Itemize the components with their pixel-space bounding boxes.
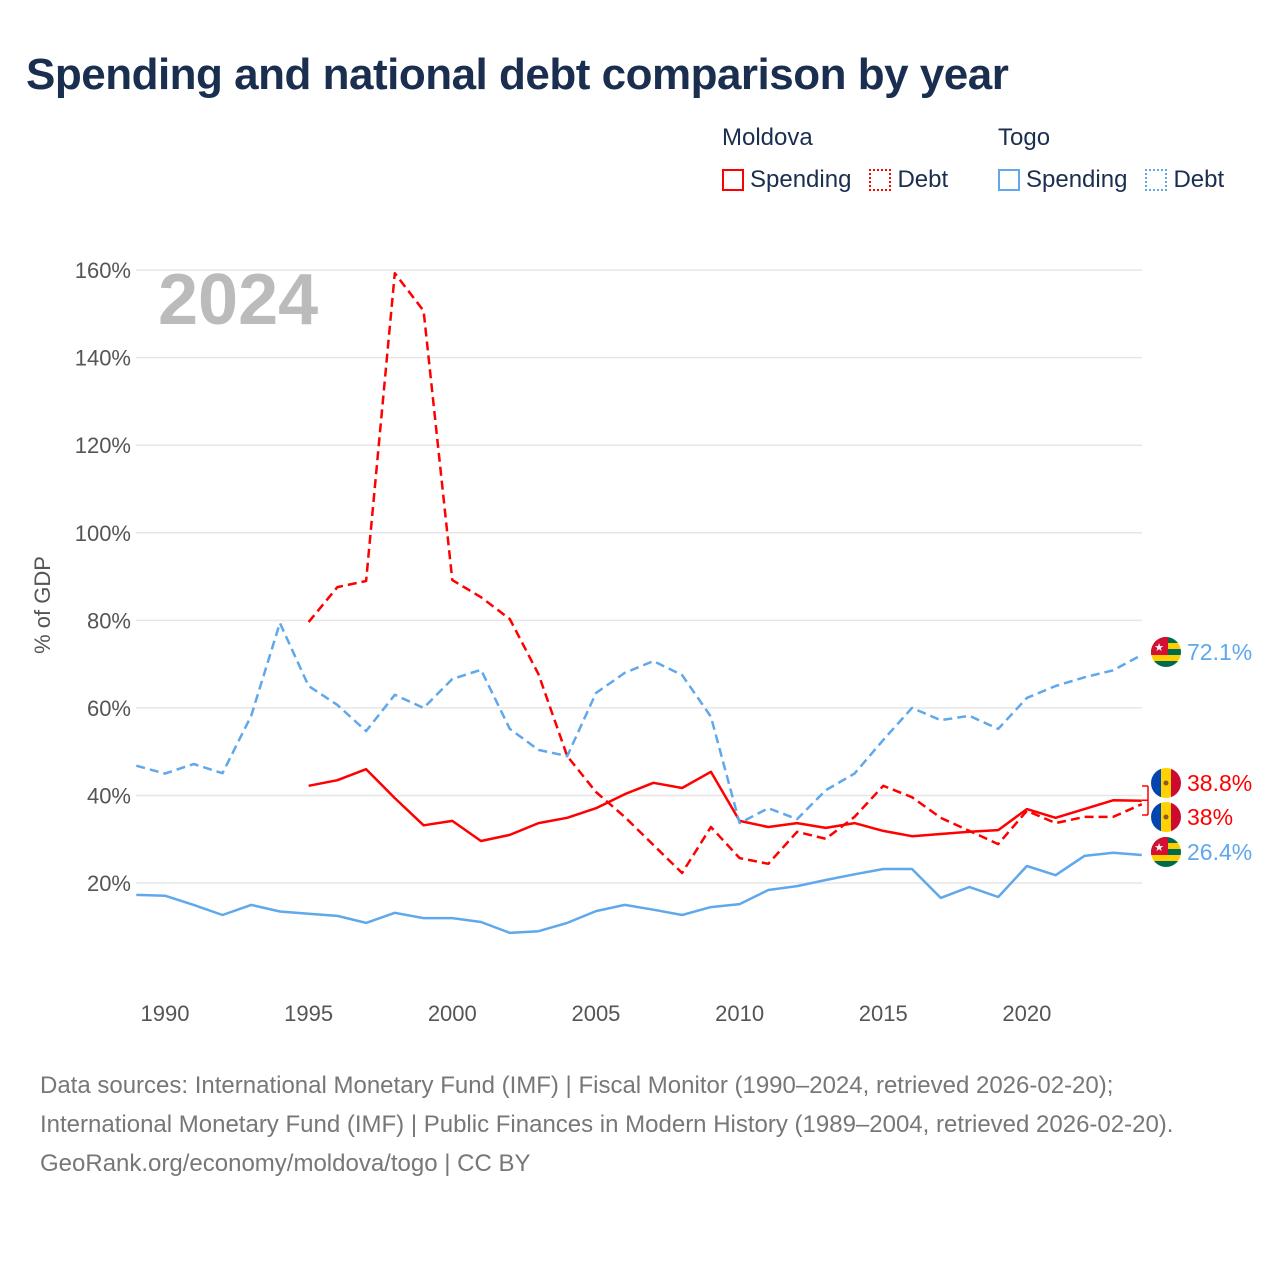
credit-link[interactable]: GeoRank.org/economy/moldova/togo | CC BY [40, 1150, 531, 1177]
y-axis-label: % of GDP [30, 556, 55, 654]
x-tick-label: 1995 [284, 1001, 333, 1026]
end-value-label: 26.4% [1187, 839, 1252, 865]
year-watermark: 2024 [158, 260, 318, 340]
moldova-flag-icon [1151, 802, 1181, 832]
flag-stripe [1151, 655, 1181, 661]
dotted-swatch-icon [869, 169, 892, 191]
footer: Data sources: International Monetary Fun… [40, 1066, 1240, 1183]
moldova-flag-icon [1151, 768, 1181, 798]
legend-moldova-debt[interactable]: Debt [869, 166, 948, 194]
flag-stripe [1151, 861, 1181, 867]
legend-label: Spending [1026, 166, 1128, 193]
flag-emblem [1163, 814, 1169, 820]
legend-row-moldova: Spending Debt [722, 166, 966, 194]
x-tick-label: 2015 [859, 1001, 908, 1026]
dotted-swatch-icon [1145, 169, 1168, 191]
star-icon: ★ [1154, 842, 1164, 854]
legend-togo-spending[interactable]: Spending [998, 166, 1127, 194]
end-value-label: 38.8% [1187, 770, 1252, 796]
flag-emblem [1163, 780, 1169, 786]
flag-stripe [1171, 802, 1181, 832]
solid-swatch-icon [722, 169, 744, 191]
legend-label: Debt [897, 166, 949, 193]
y-tick-label: 100% [75, 521, 131, 546]
x-tick-label: 2000 [428, 1001, 477, 1026]
x-tick-label: 2005 [571, 1001, 620, 1026]
series-line-moldova-spending [308, 767, 1142, 843]
x-tick-label: 2020 [1002, 1001, 1051, 1026]
legend-label: Debt [1173, 166, 1225, 193]
togo-flag-icon: ★ [1151, 837, 1181, 867]
y-tick-label: 120% [75, 433, 131, 458]
legend-group-togo: Togo [998, 124, 1051, 151]
flag-body: ★ [1151, 637, 1181, 667]
solid-swatch-icon [998, 169, 1020, 191]
end-value-label: 72.1% [1187, 639, 1252, 665]
data-sources: Data sources: International Monetary Fun… [40, 1072, 1174, 1138]
x-tick-label: 1990 [141, 1001, 190, 1026]
flag-stripe [1151, 802, 1161, 832]
line-chart: 20% 40% 60% 80% 100% 120% 140% 160% 1990 1995 2000… [30, 258, 1252, 1026]
x-tick-label: 2010 [715, 1001, 764, 1026]
legend-label: Spending [750, 166, 852, 193]
legend-togo-debt[interactable]: Debt [1145, 166, 1224, 194]
y-tick-label: 40% [87, 783, 131, 808]
legend-moldova-spending[interactable]: Spending [722, 166, 851, 194]
flag-body [1151, 768, 1181, 798]
legend-group-moldova: Moldova [722, 124, 813, 151]
y-tick-label: 60% [87, 696, 131, 721]
series-line-togo-spending [136, 851, 1142, 935]
flag-stripe [1171, 768, 1181, 798]
series-line-moldova-debt [307, 271, 1143, 875]
legend-row-togo: Spending Debt [998, 166, 1242, 194]
y-tick-label: 140% [75, 346, 131, 371]
series-line-togo-debt [135, 621, 1143, 825]
flag-stripe [1151, 661, 1181, 667]
flag-stripe [1151, 855, 1181, 861]
moldova-bracket [1142, 785, 1149, 816]
y-tick-label: 80% [87, 608, 131, 633]
y-tick-label: 20% [87, 871, 131, 896]
flag-body [1151, 802, 1181, 832]
togo-flag-icon: ★ [1151, 637, 1181, 667]
y-tick-label: 160% [75, 258, 131, 283]
end-value-label: 38% [1187, 804, 1233, 830]
chart-title: Spending and national debt comparison by… [26, 50, 1009, 99]
flag-body: ★ [1151, 837, 1181, 867]
star-icon: ★ [1154, 642, 1164, 654]
flag-stripe [1151, 768, 1161, 798]
